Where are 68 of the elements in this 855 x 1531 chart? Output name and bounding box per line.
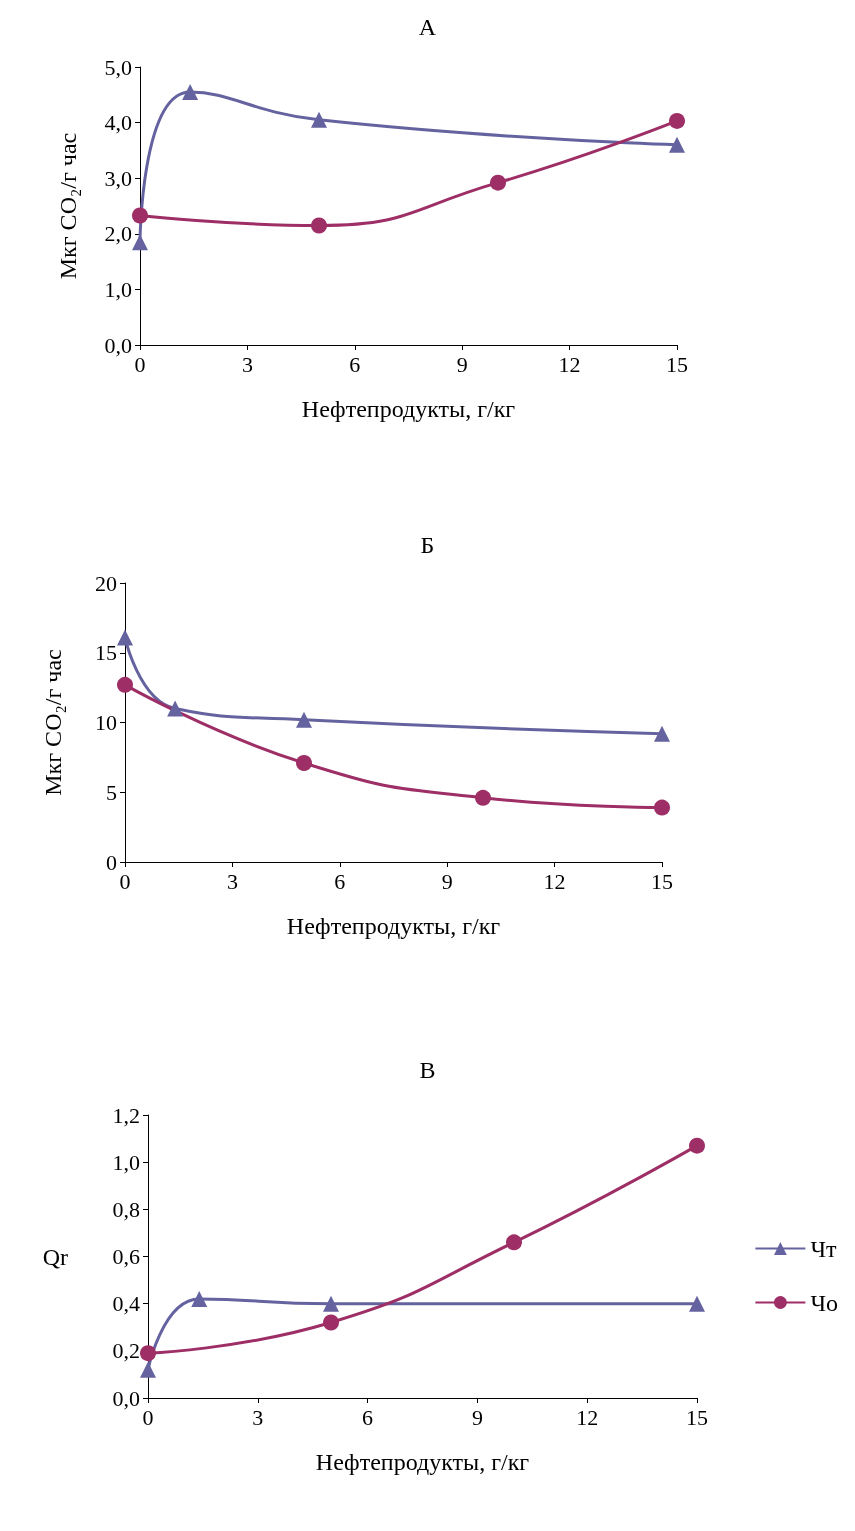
point	[323, 1314, 339, 1331]
x-tick-label: 3	[241, 351, 253, 377]
x-tick-label: 3	[252, 1404, 264, 1430]
x-tick-label: 15	[651, 868, 673, 894]
y-tick-label: 0,0	[112, 1385, 140, 1411]
point	[689, 1137, 705, 1154]
x-tick-label: 6	[334, 868, 346, 894]
point	[167, 700, 184, 717]
point	[117, 629, 133, 646]
chart-title: Б	[420, 532, 435, 558]
point	[182, 84, 199, 101]
y-tick-label: 4,0	[104, 110, 132, 136]
x-tick-label: 9	[456, 351, 468, 377]
y-tick-label: 3,0	[104, 165, 132, 191]
x-tick-label: 15	[666, 351, 688, 377]
y-tick-label: 20	[95, 570, 117, 596]
y-tick-label: 1,2	[112, 1102, 140, 1128]
point	[132, 207, 148, 224]
x-tick-label: 9	[471, 1404, 483, 1430]
point	[669, 112, 685, 129]
x-tick-label: 6	[362, 1404, 374, 1430]
y-tick-label: 0,8	[112, 1196, 140, 1222]
point	[490, 174, 506, 191]
y-axis-title: Qr	[42, 1243, 68, 1270]
legend-label: Чо	[810, 1289, 839, 1316]
point	[654, 725, 670, 742]
point	[654, 799, 670, 816]
point	[311, 111, 327, 128]
y-tick-label: 0,2	[112, 1338, 140, 1364]
y-tick-label: 1,0	[104, 276, 132, 302]
x-tick-label: 12	[558, 351, 581, 377]
chart-title: В	[419, 1057, 436, 1083]
point	[669, 136, 685, 153]
x-axis-title: Нефтепродукты, г/кг	[301, 396, 516, 422]
y-tick-label: 5	[106, 779, 117, 805]
y-tick-label: 15	[95, 640, 117, 666]
y-tick-label: 2,0	[104, 221, 132, 247]
y-tick-label: 0,0	[104, 332, 132, 358]
point	[132, 234, 148, 251]
y-tick-label: 5,0	[104, 54, 132, 80]
y-axis-title: Мкг CO₂/г час	[55, 132, 81, 280]
y-tick-label: 1,0	[112, 1149, 140, 1175]
point	[117, 676, 133, 693]
point	[191, 1290, 208, 1307]
x-tick-label: 3	[226, 868, 238, 894]
y-tick-label: 0,4	[112, 1291, 140, 1317]
y-axis-title: Мкг CO₂/г час	[40, 649, 66, 796]
x-tick-label: 12	[576, 1404, 599, 1430]
y-tick-label: 0	[106, 849, 117, 875]
x-axis-title: Нефтепродукты, г/кг	[286, 913, 501, 939]
x-tick-label: 15	[686, 1404, 708, 1430]
y-tick-label: 0,6	[112, 1244, 140, 1269]
y-tick-label: 10	[95, 710, 117, 735]
point	[296, 711, 312, 728]
x-tick-label: 12	[543, 868, 566, 894]
chart-title: А	[418, 14, 437, 40]
point	[296, 754, 312, 771]
point	[506, 1234, 522, 1251]
point	[689, 1295, 705, 1312]
point	[311, 217, 327, 234]
x-axis-title: Нефтепродукты, г/кг	[315, 1449, 530, 1475]
point	[140, 1361, 156, 1378]
legend-label: Чт	[810, 1235, 837, 1262]
point	[475, 789, 491, 806]
x-tick-label: 9	[441, 868, 453, 894]
x-tick-label: 6	[349, 351, 361, 377]
point	[323, 1295, 339, 1312]
point	[140, 1345, 156, 1362]
